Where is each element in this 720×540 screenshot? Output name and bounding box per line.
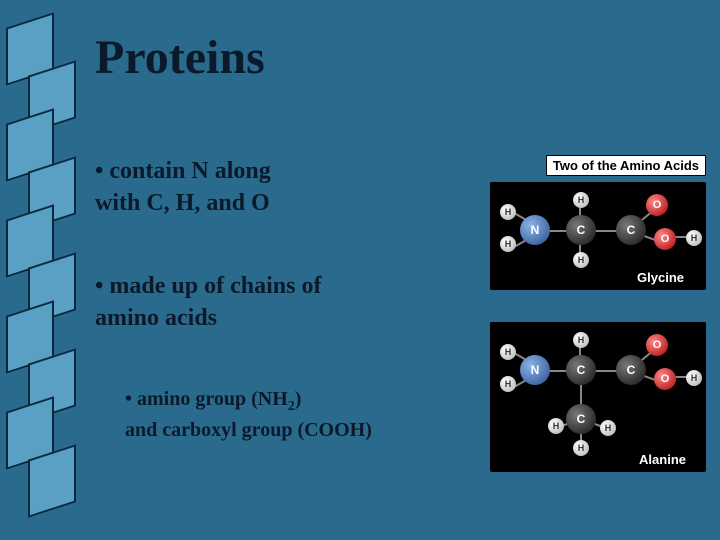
bullet-2: • made up of chains of amino acids	[95, 270, 475, 335]
sub-line2: and carboxyl group (COOH)	[125, 419, 372, 441]
atom-c: C	[566, 404, 596, 434]
bullet-1-line2: with C, H, and O	[95, 190, 270, 216]
atom-n: N	[520, 215, 550, 245]
molecule-alanine: N C C C O O H H H H H H H Alanine	[490, 322, 706, 472]
diagram-header: Two of the Amino Acids	[546, 155, 706, 176]
atom-h: H	[573, 332, 589, 348]
molecule-label-alanine: Alanine	[639, 452, 686, 467]
atom-h: H	[500, 204, 516, 220]
atom-h: H	[600, 420, 616, 436]
atom-h: H	[500, 344, 516, 360]
molecule-glycine: N C C O O H H H H H Glycine	[490, 182, 706, 290]
atom-h: H	[686, 230, 702, 246]
atom-o: O	[654, 228, 676, 250]
bullet-2-line2: amino acids	[95, 305, 217, 331]
atom-c: C	[566, 355, 596, 385]
atom-h: H	[573, 440, 589, 456]
bullet-2-line1: • made up of chains of	[95, 273, 321, 299]
slide-title: Proteins	[95, 30, 705, 85]
atom-h: H	[573, 192, 589, 208]
atom-o: O	[646, 194, 668, 216]
atom-h: H	[500, 376, 516, 392]
sub-line1-end: )	[295, 388, 302, 410]
sub-line1: • amino group (NH	[125, 388, 288, 410]
molecule-label-glycine: Glycine	[637, 270, 684, 285]
bullet-1-line1: • contain N along	[95, 158, 271, 184]
atom-h: H	[573, 252, 589, 268]
atom-h: H	[548, 418, 564, 434]
bullet-1: • contain N along with C, H, and O	[95, 155, 475, 220]
atom-h: H	[500, 236, 516, 252]
atom-n: N	[520, 355, 550, 385]
atom-c: C	[616, 215, 646, 245]
atom-h: H	[686, 370, 702, 386]
sub-subscript: 2	[288, 399, 295, 414]
atom-o: O	[646, 334, 668, 356]
atom-o: O	[654, 368, 676, 390]
atom-c: C	[616, 355, 646, 385]
side-decoration	[0, 0, 85, 540]
atom-c: C	[566, 215, 596, 245]
sub-bullet: • amino group (NH2) and carboxyl group (…	[125, 385, 525, 445]
